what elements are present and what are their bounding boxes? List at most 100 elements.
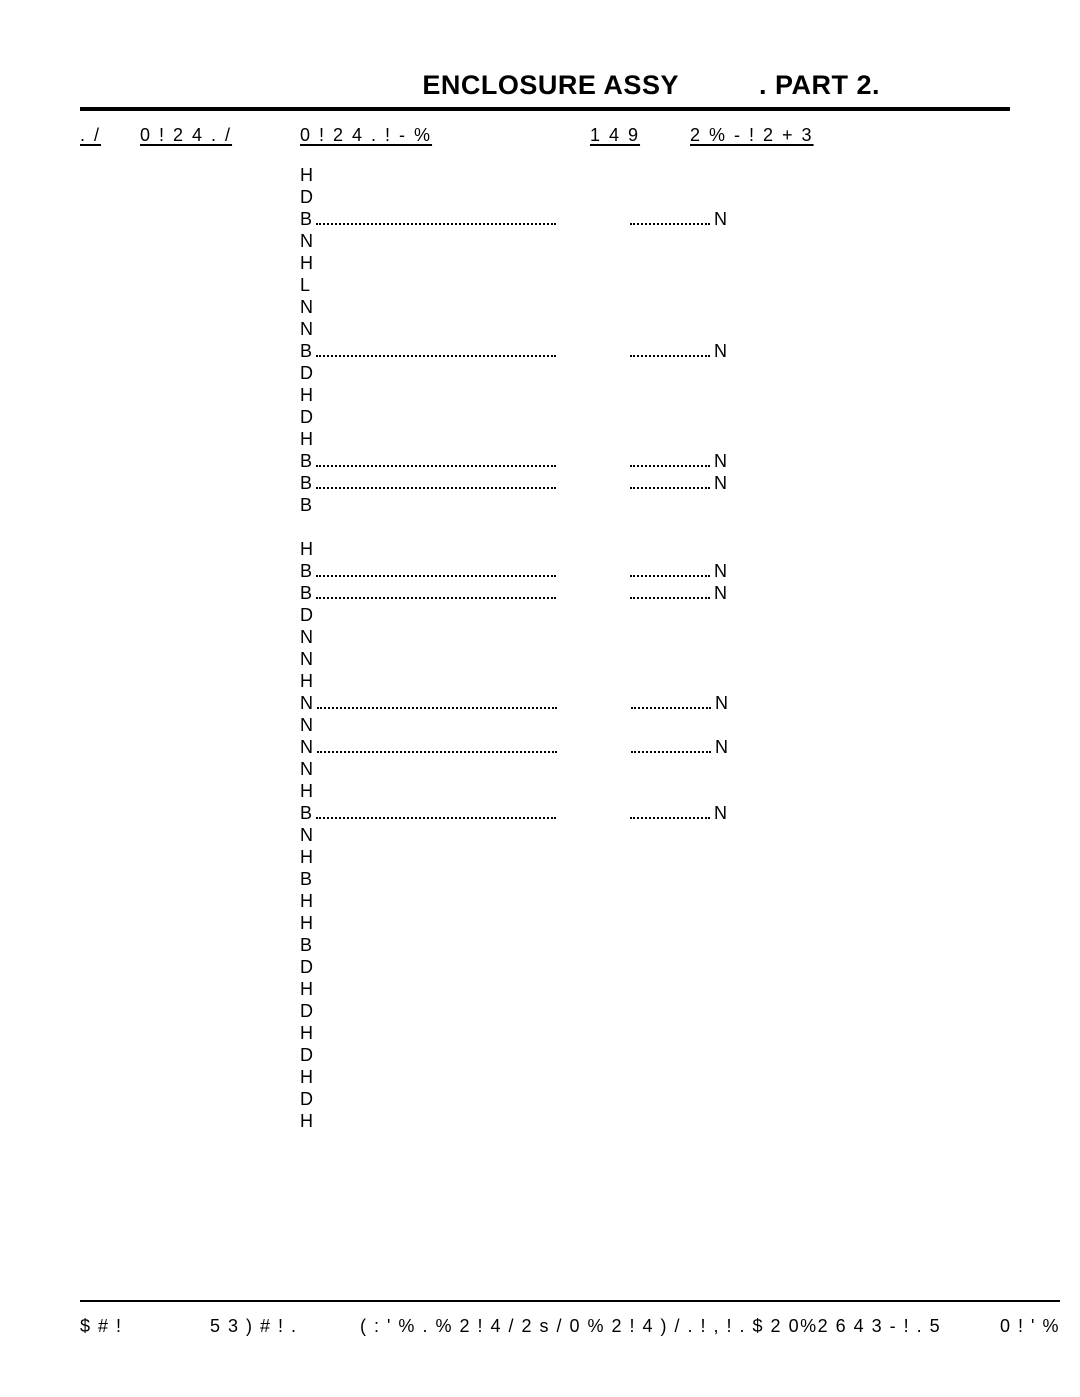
table-row: N [300,824,1010,846]
row-name: N [300,318,313,340]
table-row: D [300,1088,1010,1110]
table-row: D [300,362,1010,384]
leader-dots [630,355,710,357]
table-row: H [300,252,1010,274]
row-name: D [300,956,313,978]
row-name: D [300,406,313,428]
row-name: B [300,450,312,472]
table-row: D [300,406,1010,428]
row-name: B [300,868,312,890]
row-name: H [300,670,313,692]
table-row: H [300,1022,1010,1044]
page: ENCLOSURE ASSY . PART 2. . / 0 ! 2 4 . /… [0,0,1080,1397]
footer-rule [80,1300,1060,1302]
row-name: B [300,560,312,582]
leader-dots [316,465,556,467]
leader-dots [630,487,710,489]
row-name: H [300,780,313,802]
leader-dots [631,707,711,709]
table-row: BN [300,560,1010,582]
row-remark: N [714,340,727,362]
leader-dots [317,707,557,709]
leader-dots [317,751,557,753]
table-row: N [300,626,1010,648]
table-row: D [300,956,1010,978]
col-remarks-header: 2 % - ! 2 + 3 [690,125,1010,146]
table-row: BN [300,472,1010,494]
table-row: BN [300,582,1010,604]
table-row: NN [300,692,1010,714]
table-row: B [300,494,1010,516]
row-name: H [300,384,313,406]
table-row: N [300,714,1010,736]
table-row: D [300,186,1010,208]
column-headers: . / 0 ! 2 4 . / 0 ! 2 4 . ! - % 1 4 9 2 … [80,125,1010,146]
row-name: N [300,692,313,714]
row-name: B [300,934,312,956]
leader-dots [316,487,556,489]
row-name: B [300,494,312,516]
leader-dots [316,355,556,357]
leader-dots [316,223,556,225]
footer-mid1: 5 3 ) # ! . [210,1316,360,1337]
col-partno-header: 0 ! 2 4 . / [140,125,300,146]
header-rule [80,107,1010,111]
leader-dots [630,465,710,467]
footer-left: $ # ! [80,1316,210,1337]
row-remark: N [715,736,728,758]
table-row: D [300,1000,1010,1022]
row-name: B [300,208,312,230]
footer-area: $ # ! 5 3 ) # ! . ( : ' % . % 2 ! 4 / 2 … [80,1300,1060,1337]
row-name: H [300,164,313,186]
row-name: N [300,626,313,648]
row-name: B [300,340,312,362]
row-name: N [300,824,313,846]
table-row: H [300,670,1010,692]
leader-dots [316,817,556,819]
table-row: H [300,384,1010,406]
row-name: H [300,890,313,912]
row-name: H [300,1110,313,1132]
row-name: H [300,1022,313,1044]
leader-dots [630,817,710,819]
row-name: B [300,802,312,824]
table-row: N [300,318,1010,340]
table-row: H [300,538,1010,560]
table-row [300,516,1010,538]
table-row: D [300,1044,1010,1066]
table-row: H [300,428,1010,450]
table-row: N [300,296,1010,318]
table-row: N [300,230,1010,252]
table-row: N [300,758,1010,780]
table-row: H [300,890,1010,912]
page-header: ENCLOSURE ASSY . PART 2. [80,70,1010,101]
row-name: D [300,1044,313,1066]
table-row: H [300,780,1010,802]
table-row: H [300,1066,1010,1088]
row-name: H [300,428,313,450]
row-name: D [300,1088,313,1110]
row-name: N [300,736,313,758]
leader-dots [316,597,556,599]
row-remark: N [714,560,727,582]
row-name: B [300,582,312,604]
table-row: BN [300,340,1010,362]
table-row: N [300,648,1010,670]
row-name: H [300,846,313,868]
row-remark: N [714,472,727,494]
row-name: D [300,604,313,626]
row-name: D [300,1000,313,1022]
footer-right: 0 ! ' % [980,1316,1060,1337]
leader-dots [630,223,710,225]
leader-dots [631,751,711,753]
row-name: N [300,648,313,670]
row-name: B [300,472,312,494]
row-name: H [300,538,313,560]
table-row: BN [300,802,1010,824]
row-name: H [300,252,313,274]
row-name: H [300,1066,313,1088]
table-row: BN [300,208,1010,230]
row-name: N [300,230,313,252]
col-name-header: 0 ! 2 4 . ! - % [300,125,590,146]
row-remark: N [714,582,727,604]
